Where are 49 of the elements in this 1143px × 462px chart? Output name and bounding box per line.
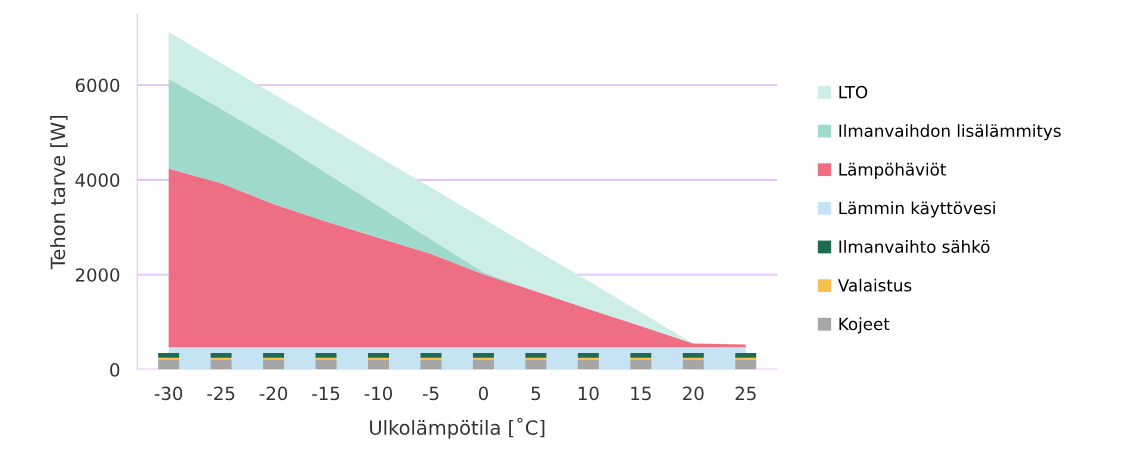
bar <box>263 360 285 370</box>
x-tick-label: -10 <box>364 386 393 401</box>
bar <box>577 353 599 358</box>
x-tick-label: 5 <box>531 386 541 401</box>
x-axis-title: Ulkolämpötila [˚C] <box>370 417 545 439</box>
bar <box>368 360 389 370</box>
y-tick-label: 6000 <box>75 78 120 93</box>
x-tick-label: -20 <box>259 386 288 401</box>
x-tick-label: -25 <box>207 386 235 401</box>
bar <box>158 353 180 358</box>
legend-label: Kojeet <box>839 317 890 334</box>
x-tick-label: 20 <box>683 386 704 401</box>
x-tick-label: 0 <box>478 386 488 401</box>
bar <box>735 353 757 358</box>
bar <box>630 353 652 358</box>
bar <box>210 360 232 370</box>
bar <box>525 353 547 358</box>
legend-label: Valaistus <box>837 278 912 292</box>
bar <box>420 360 442 370</box>
bar <box>420 353 442 358</box>
bar <box>158 360 180 370</box>
bar <box>368 353 389 358</box>
bar <box>682 360 704 370</box>
y-tick-label: 4000 <box>75 173 120 187</box>
bar <box>577 360 599 370</box>
x-tick-label: 25 <box>735 386 756 401</box>
bar <box>263 353 285 358</box>
x-tick-label: -5 <box>422 386 439 401</box>
legend-label: Ilmanvaihdon lisälämmitys <box>839 124 1061 141</box>
bar <box>735 360 757 370</box>
bar <box>472 353 494 358</box>
legend-label: Ilmanvaihto sähkö <box>839 240 990 253</box>
bar <box>630 360 652 370</box>
bar <box>315 353 337 358</box>
y-tick-label: 0 <box>110 363 120 377</box>
x-tick-label: -30 <box>154 386 183 401</box>
y-tick-label: 2000 <box>75 268 120 282</box>
x-tick-label: 10 <box>578 386 599 401</box>
y-axis-title: Tehon tarve [W] <box>50 115 68 270</box>
bar <box>472 360 494 370</box>
legend-label: Lämpöhäviöt <box>839 162 946 179</box>
x-tick-label: 15 <box>631 386 651 401</box>
x-tick-label: -15 <box>312 386 340 401</box>
legend-label: Lämmin käyttövesi <box>839 201 995 218</box>
bar <box>210 353 232 358</box>
bar <box>315 360 337 370</box>
legend-label: LTO <box>839 85 868 99</box>
bar <box>682 353 704 358</box>
bar <box>525 360 547 370</box>
